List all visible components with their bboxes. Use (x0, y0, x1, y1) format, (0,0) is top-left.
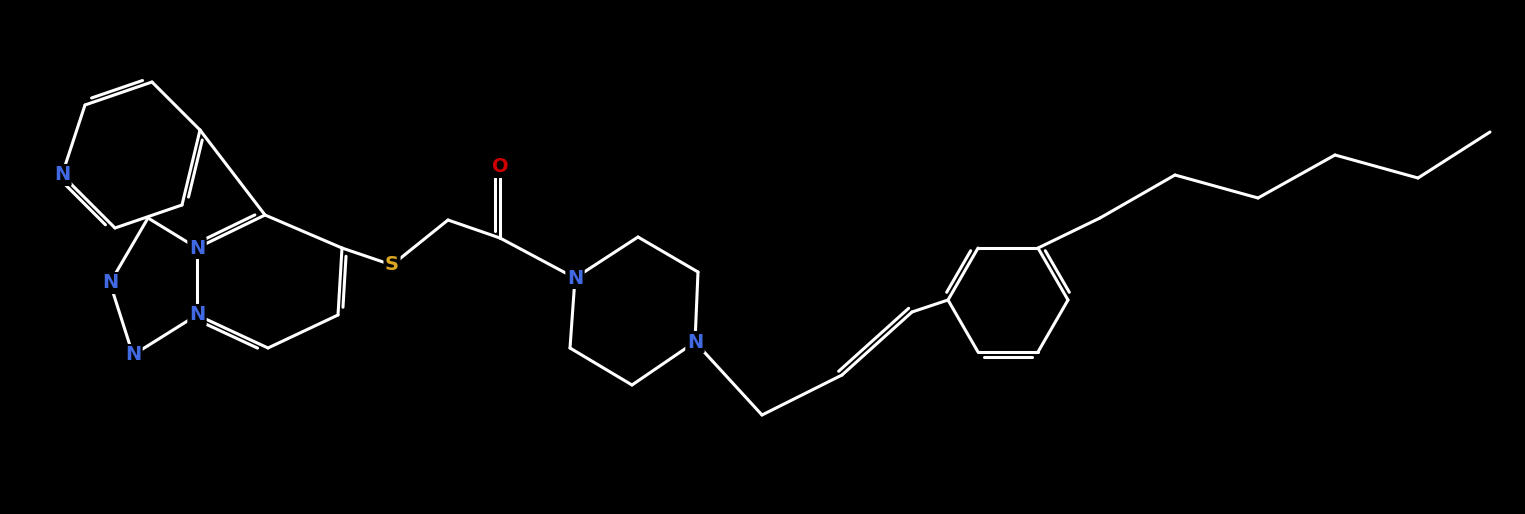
Text: N: N (125, 345, 142, 364)
Text: O: O (491, 157, 508, 176)
Text: N: N (102, 273, 117, 292)
Text: N: N (567, 268, 583, 287)
Text: N: N (53, 166, 70, 185)
Text: N: N (686, 333, 703, 352)
Text: N: N (189, 238, 206, 258)
Text: N: N (189, 305, 206, 324)
Text: S: S (384, 255, 400, 274)
